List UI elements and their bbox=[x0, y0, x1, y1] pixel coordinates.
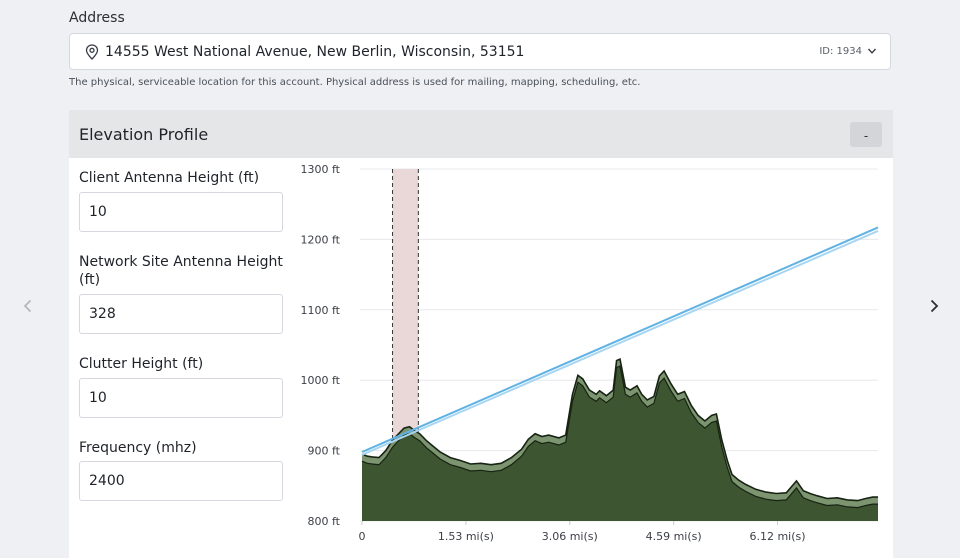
address-label: Address bbox=[69, 10, 125, 26]
line-of-sight-1 bbox=[361, 226, 879, 453]
x-tick-label: 6.12 mi(s) bbox=[749, 530, 805, 543]
network-site-antenna-height-label: Network Site Antenna Height (ft) bbox=[79, 254, 283, 288]
terrain-outline bbox=[361, 365, 878, 509]
address-field[interactable]: 14555 West National Avenue, New Berlin, … bbox=[69, 33, 891, 70]
clutter-outline bbox=[361, 357, 878, 502]
y-tick-label: 900 ft bbox=[308, 445, 341, 458]
address-help-text: The physical, serviceable location for t… bbox=[69, 77, 641, 88]
panel-header: Elevation Profile - bbox=[69, 110, 893, 158]
y-tick-label: 1000 ft bbox=[301, 374, 341, 387]
y-tick-label: 1100 ft bbox=[301, 304, 341, 317]
address-value: 14555 West National Avenue, New Berlin, … bbox=[105, 44, 525, 60]
clutter-height-label: Clutter Height (ft) bbox=[79, 356, 204, 372]
network-site-antenna-height-input[interactable] bbox=[79, 294, 283, 334]
client-antenna-height-label: Client Antenna Height (ft) bbox=[79, 170, 260, 186]
chevron-down-icon[interactable] bbox=[867, 46, 877, 56]
chevron-right-icon[interactable] bbox=[927, 299, 941, 313]
frequency-input[interactable] bbox=[79, 461, 283, 501]
chevron-left-icon[interactable] bbox=[21, 299, 35, 313]
clutter-height-input[interactable] bbox=[79, 378, 283, 418]
frequency-label: Frequency (mhz) bbox=[79, 440, 197, 456]
elevation-profile-panel: Elevation Profile - Client Antenna Heigh… bbox=[69, 110, 893, 558]
y-tick-label: 1300 ft bbox=[301, 163, 341, 176]
client-antenna-height-input[interactable] bbox=[79, 192, 283, 232]
map-pin-icon bbox=[85, 44, 99, 60]
terrain-area bbox=[362, 366, 878, 521]
line-of-sight-2 bbox=[361, 230, 879, 456]
x-tick-label: 3.06 mi(s) bbox=[542, 530, 598, 543]
x-tick-label: 4.59 mi(s) bbox=[646, 530, 702, 543]
y-tick-label: 800 ft bbox=[308, 515, 341, 528]
panel-title: Elevation Profile bbox=[79, 125, 209, 144]
x-tick-label: 0 bbox=[359, 530, 366, 543]
collapse-button[interactable]: - bbox=[850, 122, 882, 147]
elevation-chart: 800 ft 900 ft 1000 ft 1100 ft 1200 ft 1300 ft… bbox=[301, 163, 879, 543]
y-tick-label: 1200 ft bbox=[301, 233, 341, 246]
address-id: ID: 1934 bbox=[819, 46, 862, 57]
x-tick-label: 1.53 mi(s) bbox=[438, 530, 494, 543]
